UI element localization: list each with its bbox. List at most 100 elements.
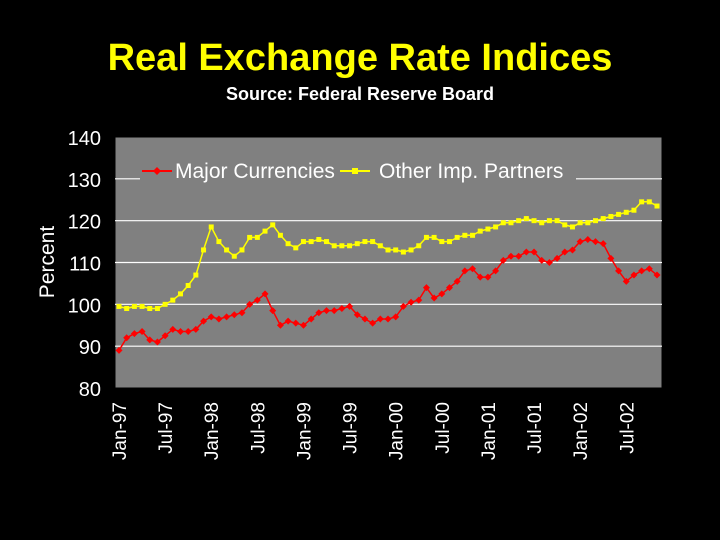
data-point <box>185 283 191 289</box>
data-point <box>531 218 537 224</box>
data-point <box>568 246 576 254</box>
data-point <box>161 332 169 340</box>
data-point <box>454 234 460 240</box>
data-point <box>169 325 177 333</box>
data-point <box>208 224 214 230</box>
data-point <box>522 248 530 256</box>
data-point <box>384 315 392 323</box>
data-point <box>545 259 553 266</box>
data-point <box>646 199 652 205</box>
data-point <box>393 247 399 253</box>
data-point <box>131 303 137 309</box>
data-point <box>262 228 268 234</box>
data-point <box>270 222 276 228</box>
x-tick-label: Jan-00 <box>387 402 408 460</box>
data-point <box>469 265 477 273</box>
data-point <box>261 290 269 298</box>
data-point <box>654 203 660 209</box>
data-point <box>238 309 246 317</box>
data-point <box>576 238 584 246</box>
data-point <box>593 218 599 224</box>
data-point <box>439 239 445 245</box>
data-point <box>453 277 461 285</box>
data-point <box>284 317 292 325</box>
x-tick-label: Jan-01 <box>479 402 500 460</box>
data-point <box>431 234 437 240</box>
data-point <box>154 306 160 312</box>
x-tick-label: Jan-99 <box>294 402 315 460</box>
data-point <box>476 273 484 281</box>
data-point <box>462 232 468 238</box>
data-point <box>230 311 238 319</box>
data-point <box>116 303 122 309</box>
data-point <box>299 321 307 329</box>
x-tick-label: Jul-01 <box>525 402 546 454</box>
data-point <box>269 307 277 315</box>
data-point <box>445 284 453 292</box>
data-point <box>330 307 338 315</box>
data-point <box>461 267 469 275</box>
data-point <box>422 284 430 292</box>
data-point <box>377 243 383 249</box>
data-point <box>508 220 514 226</box>
data-point <box>407 298 415 306</box>
y-tick-label: 130 <box>68 170 101 192</box>
data-point <box>539 220 545 226</box>
data-point <box>207 313 215 321</box>
data-point <box>477 228 483 234</box>
data-point <box>538 256 546 264</box>
legend-label: Other Imp. Partners <box>379 160 563 183</box>
y-tick-label: 90 <box>79 337 101 359</box>
data-point <box>569 224 575 230</box>
series-major-currencies <box>115 235 661 354</box>
data-point <box>138 328 146 336</box>
data-point <box>585 220 591 226</box>
x-tick-label: Jul-00 <box>433 402 454 454</box>
data-point <box>339 243 345 249</box>
data-point <box>308 239 314 245</box>
data-point <box>446 239 452 245</box>
data-point <box>347 243 353 249</box>
x-tick-label: Jul-98 <box>248 402 269 454</box>
chart-title: Real Exchange Rate Indices <box>107 37 613 79</box>
data-point <box>615 267 623 275</box>
x-tick-label: Jul-97 <box>156 402 177 454</box>
data-point <box>399 302 407 310</box>
data-point <box>623 209 629 215</box>
data-point <box>392 313 400 321</box>
data-point <box>584 235 592 243</box>
data-point <box>354 241 360 247</box>
data-point <box>507 252 515 260</box>
legend-label: Major Currencies <box>175 160 335 183</box>
y-axis-ticks: 80 90 100 110 120 130 140 <box>68 128 115 401</box>
data-point <box>546 218 552 224</box>
data-point <box>500 220 506 226</box>
data-point <box>592 238 600 246</box>
data-point <box>362 239 368 245</box>
data-point <box>639 199 645 205</box>
data-point <box>430 294 438 302</box>
data-point <box>123 334 131 342</box>
data-point <box>338 305 346 313</box>
data-point <box>193 272 199 278</box>
data-point <box>492 267 500 275</box>
data-point <box>630 271 638 279</box>
data-point <box>408 247 414 253</box>
data-point <box>638 267 646 275</box>
data-point <box>115 346 123 354</box>
data-point <box>247 234 253 240</box>
data-point <box>170 297 176 303</box>
data-point <box>331 243 337 249</box>
data-point <box>553 254 561 262</box>
chart-subtitle: Source: Federal Reserve Board <box>225 84 495 104</box>
data-point <box>385 247 391 253</box>
data-point <box>239 247 245 253</box>
data-point <box>184 328 192 336</box>
data-point <box>493 224 499 230</box>
data-point <box>353 311 361 319</box>
data-point <box>370 239 376 245</box>
x-tick-label: Jan-98 <box>202 402 223 460</box>
data-point <box>200 317 208 325</box>
data-point <box>153 338 161 346</box>
data-point <box>499 256 507 264</box>
